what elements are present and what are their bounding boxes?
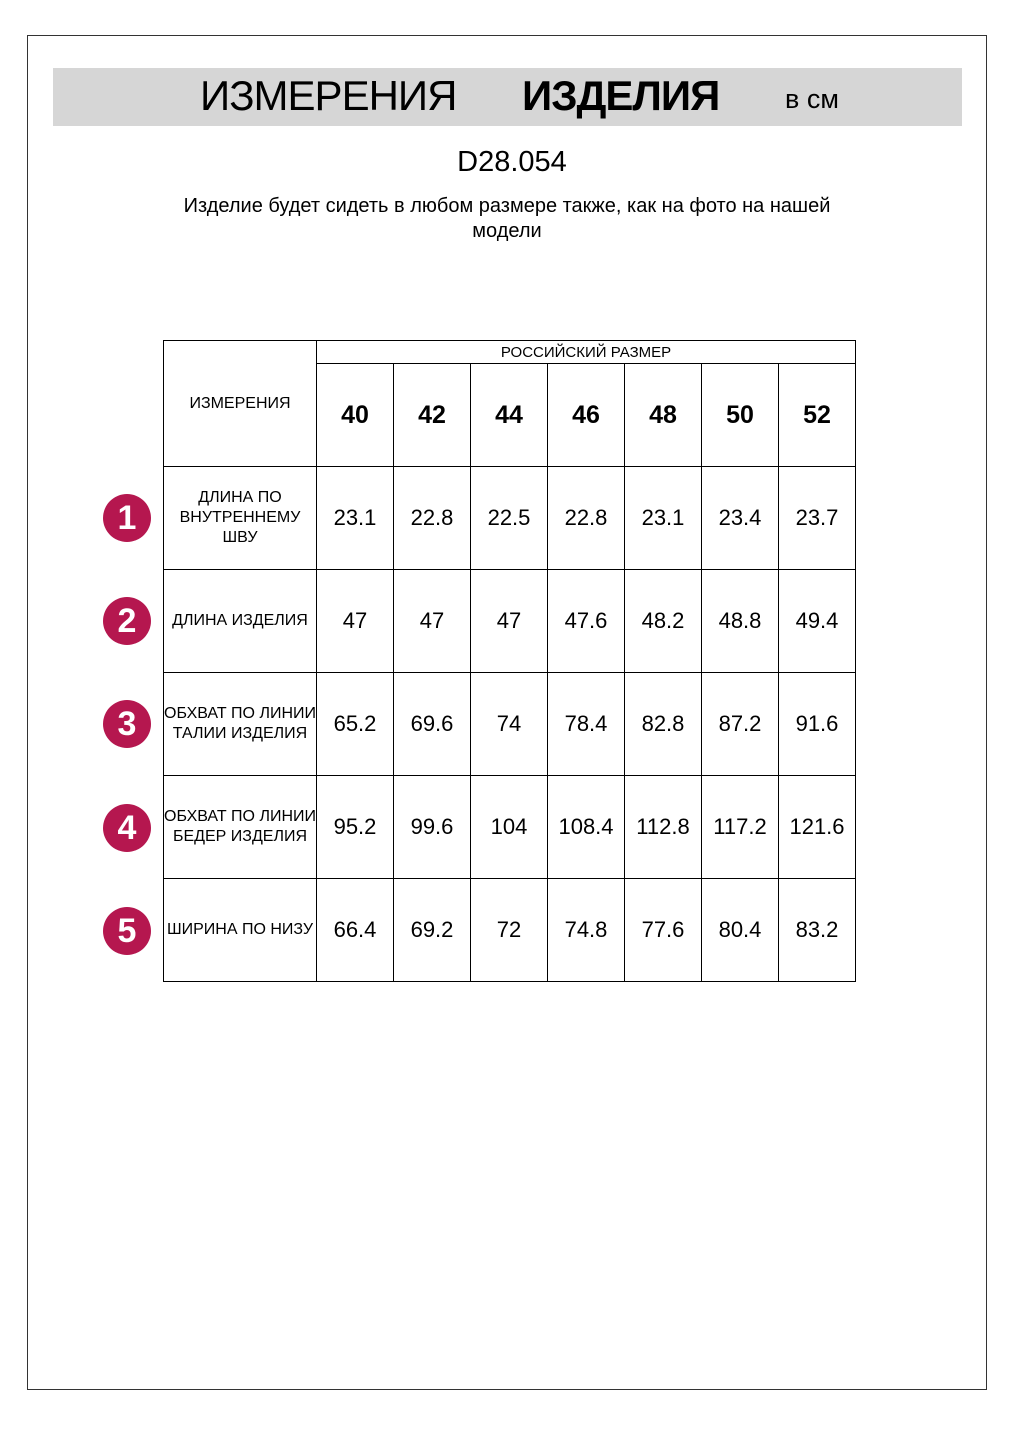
measure-header: ИЗМЕРЕНИЯ [163, 340, 317, 467]
size-header: 50 [701, 363, 779, 467]
value-cell: 74 [470, 672, 548, 776]
row-label: ДЛИНА ИЗДЕЛИЯ [163, 569, 317, 673]
value-cell: 66.4 [316, 878, 394, 982]
value-cell: 22.5 [470, 466, 548, 570]
title-regular: ИЗМЕРЕНИЯ [200, 72, 457, 119]
value-cell: 108.4 [547, 775, 625, 879]
row-number-badge: 2 [103, 597, 151, 646]
value-cell: 49.4 [778, 569, 856, 673]
value-cell: 117.2 [701, 775, 779, 879]
row-number-badge: 3 [103, 700, 151, 749]
title-units: в см [785, 84, 839, 114]
table-row: ОБХВАТ ПО ЛИНИИ БЕДЕР ИЗДЕЛИЯ 95.2 99.6 104… [163, 775, 856, 879]
value-cell: 23.7 [778, 466, 856, 570]
value-cell: 87.2 [701, 672, 779, 776]
value-cell: 22.8 [547, 466, 625, 570]
table-row: ШИРИНА ПО НИЗУ 66.4 69.2 72 74.8 77.6 80.4 83.2 [163, 878, 856, 982]
size-header: 48 [624, 363, 702, 467]
title-band [53, 68, 962, 126]
size-header: 44 [470, 363, 548, 467]
value-cell: 47 [316, 569, 394, 673]
title-bold: ИЗДЕЛИЯ [522, 72, 720, 119]
value-cell: 47.6 [547, 569, 625, 673]
row-number-badge: 5 [103, 906, 151, 955]
fit-note: Изделие будет сидеть в любом размере так… [183, 195, 831, 242]
table-row: ОБХВАТ ПО ЛИНИИ ТАЛИИ ИЗДЕЛИЯ 65.2 69.6 74 7… [163, 672, 856, 776]
value-cell: 48.2 [624, 569, 702, 673]
value-cell: 23.1 [624, 466, 702, 570]
product-code: D28.054 [457, 146, 567, 178]
value-cell: 48.8 [701, 569, 779, 673]
value-cell: 80.4 [701, 878, 779, 982]
value-cell: 82.8 [624, 672, 702, 776]
size-table: ИЗМЕРЕНИЯ РОССИЙСКИЙ РАЗМЕР 40 42 44 46 48 50… [163, 340, 856, 982]
row-label: ДЛИНА ПО ВНУТРЕННЕМУ ШВУ [163, 466, 317, 570]
size-header: 46 [547, 363, 625, 467]
value-cell: 69.6 [393, 672, 471, 776]
value-cell: 65.2 [316, 672, 394, 776]
row-label: ШИРИНА ПО НИЗУ [163, 878, 317, 982]
row-label: ОБХВАТ ПО ЛИНИИ БЕДЕР ИЗДЕЛИЯ [163, 775, 317, 879]
size-group-header: РОССИЙСКИЙ РАЗМЕР [316, 340, 856, 364]
value-cell: 74.8 [547, 878, 625, 982]
value-cell: 91.6 [778, 672, 856, 776]
table-row: ДЛИНА ПО ВНУТРЕННЕМУ ШВУ 23.1 22.8 22.5 22.8… [163, 466, 856, 570]
page-frame [27, 35, 987, 1390]
row-label: ОБХВАТ ПО ЛИНИИ ТАЛИИ ИЗДЕЛИЯ [163, 672, 317, 776]
value-cell: 47 [393, 569, 471, 673]
value-cell: 23.1 [316, 466, 394, 570]
value-cell: 95.2 [316, 775, 394, 879]
row-number-badge: 4 [103, 803, 151, 852]
value-cell: 77.6 [624, 878, 702, 982]
value-cell: 47 [470, 569, 548, 673]
value-cell: 69.2 [393, 878, 471, 982]
row-number-badge: 1 [103, 494, 151, 542]
value-cell: 99.6 [393, 775, 471, 879]
value-cell: 112.8 [624, 775, 702, 879]
size-header: 42 [393, 363, 471, 467]
value-cell: 78.4 [547, 672, 625, 776]
size-header: 40 [316, 363, 394, 467]
value-cell: 23.4 [701, 466, 779, 570]
value-cell: 22.8 [393, 466, 471, 570]
value-cell: 83.2 [778, 878, 856, 982]
table-row: ДЛИНА ИЗДЕЛИЯ 47 47 47 47.6 48.2 48.8 49.4 [163, 569, 856, 673]
value-cell: 72 [470, 878, 548, 982]
value-cell: 104 [470, 775, 548, 879]
size-header: 52 [778, 363, 856, 467]
value-cell: 121.6 [778, 775, 856, 879]
